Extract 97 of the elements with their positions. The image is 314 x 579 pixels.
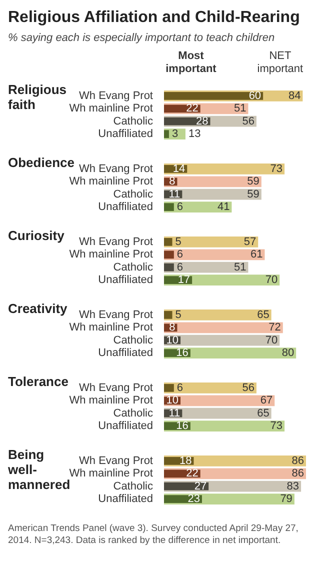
y-tick-label: Wh Evang Prot (79, 308, 153, 321)
data-label: 70 (265, 274, 278, 286)
y-tick-label: Catholic (113, 407, 154, 420)
data-label: 59 (247, 188, 260, 200)
y-tick-label: Wh mainline Prot (69, 102, 153, 115)
y-tick-label: Wh Evang Prot (79, 454, 153, 467)
data-label: 6 (176, 248, 184, 261)
chart-subtitle: % saying each is especially important to teach children (8, 32, 276, 44)
bar (164, 311, 172, 319)
data-label: 57 (244, 236, 256, 248)
text: American Trends Panel (wave 3). Survey conducted April 29-May 27, 2014. N=3,243. Data is ranked by the difference in net important. (8, 523, 300, 547)
bar (164, 236, 258, 248)
bar (164, 238, 172, 246)
y-tick-label: Catholic (113, 480, 154, 492)
data-label: 67 (260, 394, 273, 407)
y-axis-title: Creativity (8, 300, 68, 318)
data-label: 5 (175, 308, 182, 321)
y-tick-label: Unaffiliated (98, 201, 153, 214)
y-axis-title: Religious faith (8, 81, 67, 114)
data-label: 10 (166, 334, 179, 346)
data-label: 65 (257, 407, 270, 420)
y-tick-label: Wh Evang Prot (79, 236, 153, 248)
y-axis-title: Being well-mannered (8, 446, 70, 494)
bar (164, 384, 174, 392)
data-label: 73 (270, 162, 283, 175)
y-tick-label: Unaffiliated (98, 347, 153, 360)
data-label: 59 (247, 176, 260, 188)
y-tick-label: Catholic (113, 188, 154, 200)
bar (164, 92, 264, 100)
data-label: 51 (234, 261, 246, 274)
y-tick-label: Wh mainline Prot (69, 468, 153, 480)
data-label: 6 (176, 201, 184, 214)
data-label: 72 (268, 322, 281, 334)
data-label: 8 (169, 322, 176, 334)
y-tick-label: Unaffiliated (98, 493, 153, 506)
data-label: 14 (172, 162, 186, 175)
series-label: Most important (164, 50, 218, 76)
y-axis-title: Curiosity (8, 227, 66, 245)
y-axis-title: Tolerance (8, 373, 68, 391)
data-label: 11 (168, 407, 180, 420)
data-label: 23 (188, 493, 200, 506)
bar (164, 322, 283, 334)
data-label: 80 (282, 347, 294, 360)
y-tick-label: Wh Evang Prot (79, 162, 153, 175)
data-label: 5 (175, 236, 182, 248)
data-label: 70 (265, 334, 278, 346)
y-tick-label: Unaffiliated (98, 420, 153, 432)
data-label: 11 (168, 188, 180, 200)
y-tick-label: Unaffiliated (98, 274, 153, 286)
data-label: 61 (250, 248, 263, 261)
y-tick-label: Catholic (113, 115, 154, 128)
data-label: 51 (234, 102, 246, 115)
series-label: NET important (256, 50, 304, 76)
data-label: 86 (292, 468, 304, 480)
data-label: 41 (217, 201, 230, 214)
y-tick-label: Wh mainline Prot (69, 394, 153, 407)
data-label: 16 (176, 347, 188, 360)
data-label: 22 (186, 102, 198, 115)
bar (164, 130, 169, 138)
bar (164, 482, 209, 490)
chart-title: Religious Affiliation and Child-Rearing (8, 8, 301, 28)
y-tick-label: Catholic (113, 334, 154, 346)
bar (164, 263, 174, 272)
data-label: 73 (270, 420, 283, 432)
data-label: 8 (169, 176, 176, 188)
data-label: 65 (257, 308, 270, 321)
data-label: 79 (280, 493, 292, 506)
y-tick-label: Wh mainline Prot (69, 322, 153, 334)
data-label: 6 (176, 382, 184, 394)
bar (164, 250, 174, 259)
data-label: 56 (242, 115, 254, 128)
data-label: 56 (242, 382, 254, 394)
y-tick-label: Unaffiliated (98, 128, 153, 140)
y-tick-label: Wh mainline Prot (69, 176, 153, 188)
bar (164, 334, 280, 346)
y-tick-label: Catholic (113, 261, 154, 274)
y-tick-label: Wh Evang Prot (79, 90, 153, 102)
data-label: 16 (176, 420, 188, 432)
data-label: 22 (186, 468, 198, 480)
data-label: 10 (166, 394, 179, 407)
bar (164, 203, 174, 211)
bar (164, 249, 265, 260)
y-tick-label: Wh Evang Prot (79, 382, 153, 394)
data-label: 17 (178, 274, 190, 286)
data-label: 13 (188, 128, 201, 140)
bar (164, 309, 272, 320)
data-label: 27 (194, 480, 207, 492)
data-label: 83 (286, 480, 300, 492)
y-tick-label: Wh mainline Prot (69, 248, 153, 261)
data-label: 3 (172, 128, 178, 140)
data-label: 18 (179, 454, 192, 467)
data-label: 84 (288, 90, 301, 102)
data-label: 86 (292, 454, 304, 467)
data-label: 6 (176, 261, 184, 274)
bar (164, 395, 275, 406)
data-label: 60 (248, 90, 262, 102)
data-label: 28 (196, 115, 208, 128)
